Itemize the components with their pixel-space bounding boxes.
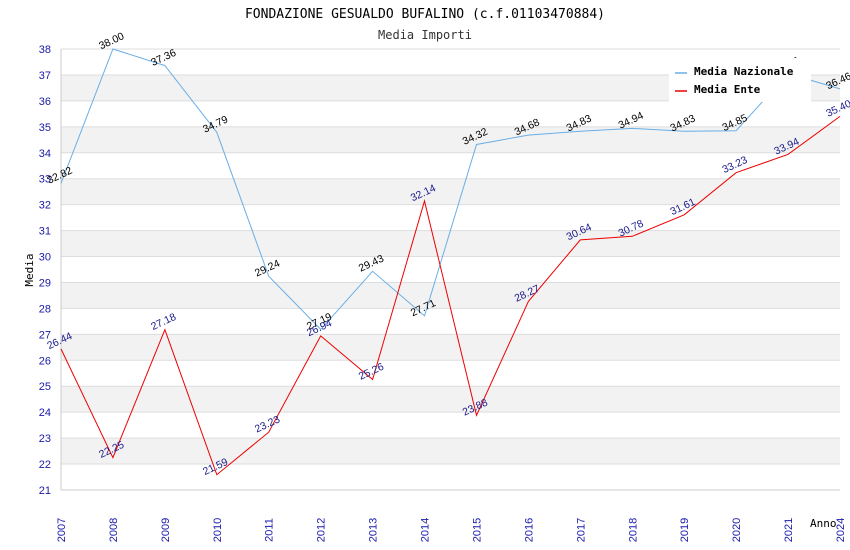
x-axis-label: Anno — [810, 517, 837, 530]
y-tick-label: 21 — [39, 485, 51, 497]
y-tick-label: 36 — [39, 96, 51, 108]
y-tick-label: 38 — [39, 44, 51, 56]
y-tick-label: 24 — [39, 407, 51, 419]
x-tick-label: 2013 — [368, 518, 380, 542]
grid-band — [61, 386, 840, 413]
series-line-media-ente — [60, 115, 841, 476]
x-tick-label: 2012 — [316, 518, 328, 542]
x-tick-label: 2014 — [420, 518, 432, 542]
x-tick-label: 2017 — [575, 518, 587, 542]
grid-band — [61, 360, 840, 387]
grid-band — [61, 412, 840, 439]
chart-title: FONDAZIONE GESUALDO BUFALINO (c.f.011034… — [245, 7, 605, 22]
grid-band — [61, 282, 840, 309]
y-tick-label: 25 — [39, 381, 51, 393]
y-tick-label: 37 — [39, 70, 51, 82]
grid-band — [61, 152, 840, 179]
grid-band — [61, 230, 840, 257]
grid-band — [61, 204, 840, 231]
y-tick-label: 27 — [39, 329, 51, 341]
legend: Media Nazionale Media Ente — [669, 58, 811, 102]
y-tick-label: 35 — [39, 122, 51, 134]
x-tick-label: 2008 — [108, 518, 120, 542]
y-tick-label: 29 — [39, 277, 51, 289]
y-tick-label: 28 — [39, 303, 51, 315]
grid-band — [61, 464, 840, 490]
y-tick-label: 26 — [39, 355, 51, 367]
y-axis-label: Media — [23, 253, 36, 286]
x-tick-label: 2007 — [56, 518, 68, 542]
chart-subtitle: Media Importi — [378, 28, 472, 42]
grid-band — [61, 438, 840, 465]
grid-band — [61, 308, 840, 335]
legend-label-media-ente: Media Ente — [694, 83, 761, 96]
grid-band — [61, 256, 840, 283]
x-axis-ticks: 2007 2008 2009 2010 2011 2012 2013 2014 2015 2016… — [56, 518, 847, 542]
y-tick-label: 23 — [39, 433, 51, 445]
y-tick-label: 33 — [39, 174, 51, 186]
x-tick-label: 2010 — [212, 518, 224, 542]
series-line-media-nazionale — [60, 48, 841, 331]
grid-band — [61, 100, 840, 127]
y-tick-label: 30 — [39, 252, 51, 264]
x-tick-label: 2021 — [783, 518, 795, 542]
legend-label-media-nazionale: Media Nazionale — [694, 65, 794, 78]
x-tick-label: 2011 — [264, 518, 276, 542]
grid-band — [61, 178, 840, 205]
grid-bands — [60, 48, 840, 491]
x-tick-label: 2016 — [523, 518, 535, 542]
legend-box — [669, 58, 811, 102]
x-tick-label: 2009 — [160, 518, 172, 542]
x-tick-label: 2019 — [679, 518, 691, 542]
y-tick-label: 34 — [39, 148, 51, 160]
x-tick-label: 2018 — [627, 518, 639, 542]
y-tick-label: 32 — [39, 200, 51, 212]
x-tick-label: 2015 — [471, 518, 483, 542]
y-tick-label: 31 — [39, 226, 51, 238]
grid-band — [61, 334, 840, 361]
x-tick-label: 2020 — [731, 518, 743, 542]
y-tick-label: 22 — [39, 459, 51, 471]
x-tick-label: 2024 — [835, 518, 847, 542]
y-axis-ticks: 21 22 23 24 25 26 27 28 29 30 31 32 33 34 35 36 37 38 — [39, 44, 51, 497]
